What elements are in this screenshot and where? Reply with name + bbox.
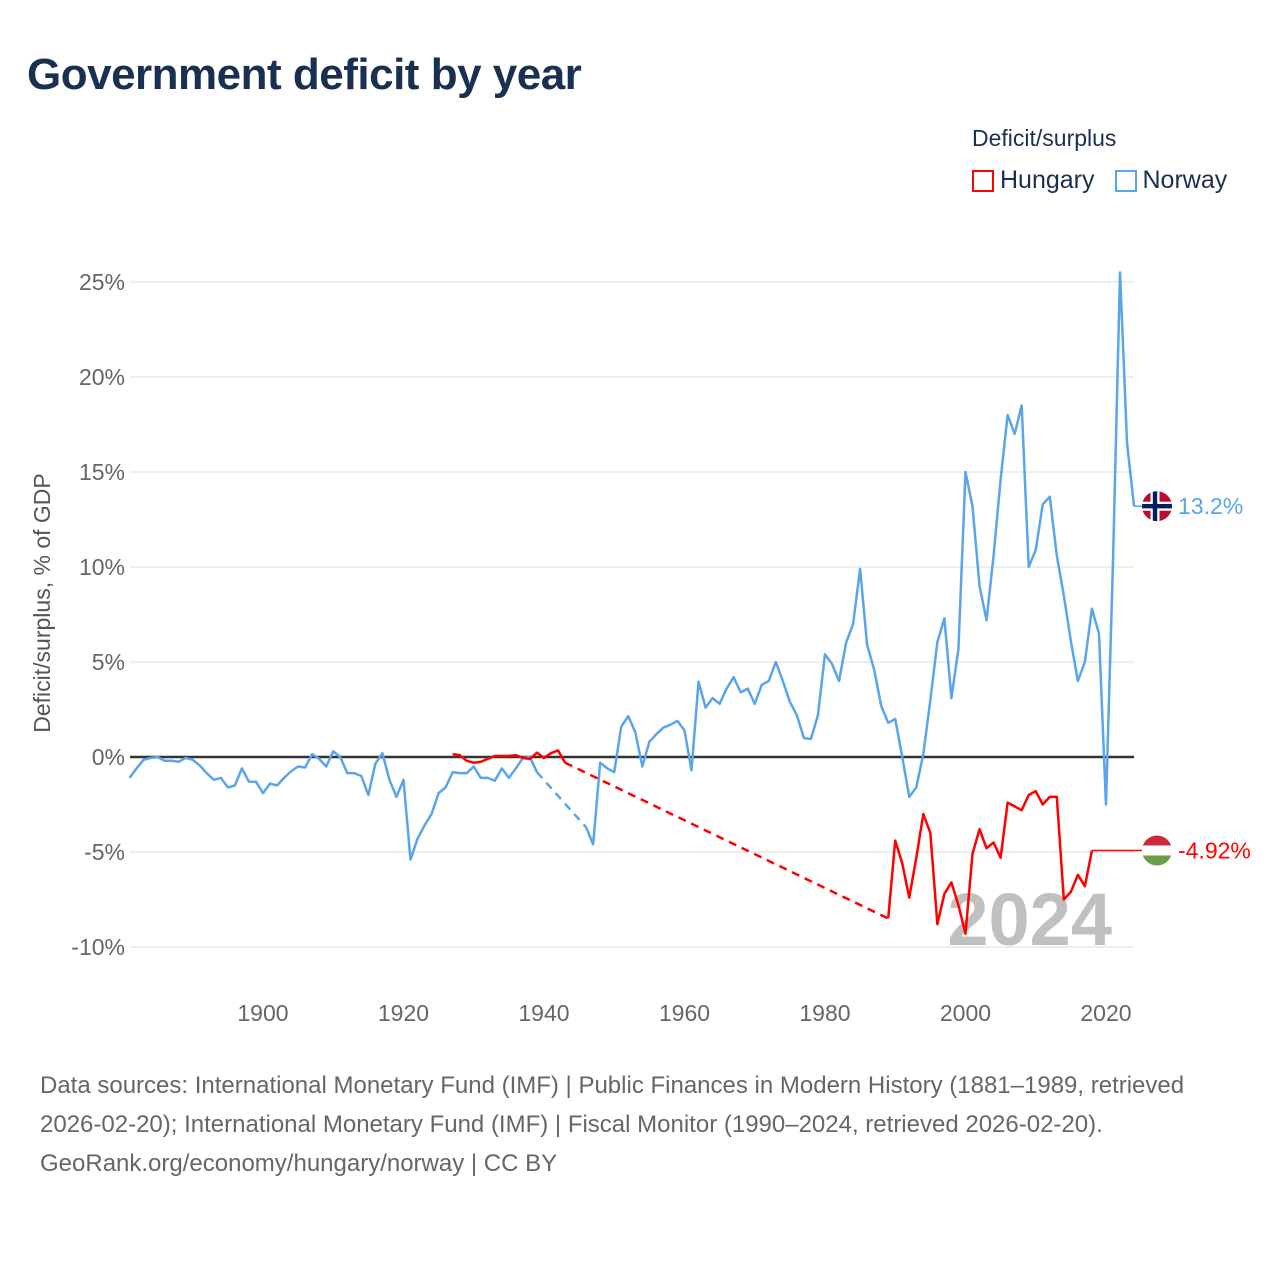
norway-line-segment bbox=[584, 271, 1136, 846]
norway-swatch bbox=[1114, 169, 1137, 192]
legend-item-norway[interactable]: Norway bbox=[1114, 166, 1228, 195]
y-tick-label: 15% bbox=[79, 459, 125, 485]
norway-end-value-label: 13.2% bbox=[1178, 493, 1243, 519]
hungary-gap-dashed-line bbox=[564, 761, 889, 920]
hungary-line-segment bbox=[886, 789, 1094, 935]
legend-item-hungary[interactable]: Hungary bbox=[972, 166, 1095, 195]
y-tick-label: -5% bbox=[84, 839, 125, 865]
norway-flag-icon bbox=[1142, 491, 1172, 522]
y-axis-title: Deficit/surplus, % of GDP bbox=[29, 473, 55, 732]
y-tick-label: 5% bbox=[92, 649, 125, 675]
chart-title: Government deficit by year bbox=[27, 50, 582, 99]
y-tick-label: 0% bbox=[92, 744, 125, 770]
legend-label-norway: Norway bbox=[1142, 166, 1228, 194]
hungary-line-segment bbox=[452, 749, 567, 764]
norway-line-segment bbox=[128, 750, 539, 861]
y-tick-label: 25% bbox=[79, 269, 125, 295]
x-tick-label: 1980 bbox=[799, 1000, 850, 1026]
y-tick-label: 10% bbox=[79, 554, 125, 580]
norway-gap-dashed-line bbox=[536, 771, 588, 829]
hungary-swatch bbox=[972, 169, 994, 192]
legend-title: Deficit/surplus bbox=[972, 125, 1117, 151]
hungary-end-value-label: -4.92% bbox=[1178, 837, 1251, 863]
x-tick-label: 2000 bbox=[940, 1000, 991, 1026]
x-tick-label: 2020 bbox=[1080, 1000, 1131, 1026]
x-tick-label: 1960 bbox=[659, 1000, 710, 1026]
legend-label-hungary: Hungary bbox=[1000, 166, 1095, 194]
x-tick-label: 1900 bbox=[237, 1000, 288, 1026]
x-tick-label: 1920 bbox=[378, 1000, 429, 1026]
y-tick-label: 20% bbox=[79, 364, 125, 390]
year-watermark: 2024 bbox=[947, 878, 1112, 961]
y-tick-label: -10% bbox=[71, 934, 125, 960]
data-sources: Data sources: International Monetary Fun… bbox=[40, 1072, 1185, 1138]
x-tick-label: 1940 bbox=[518, 1000, 569, 1026]
legend: Hungary Norway bbox=[972, 166, 1227, 195]
credit-link[interactable]: GeoRank.org/economy/hungary/norway | CC … bbox=[40, 1150, 558, 1177]
footer: Data sources: International Monetary Fun… bbox=[40, 1066, 1240, 1183]
hungary-flag-icon bbox=[1142, 835, 1172, 866]
